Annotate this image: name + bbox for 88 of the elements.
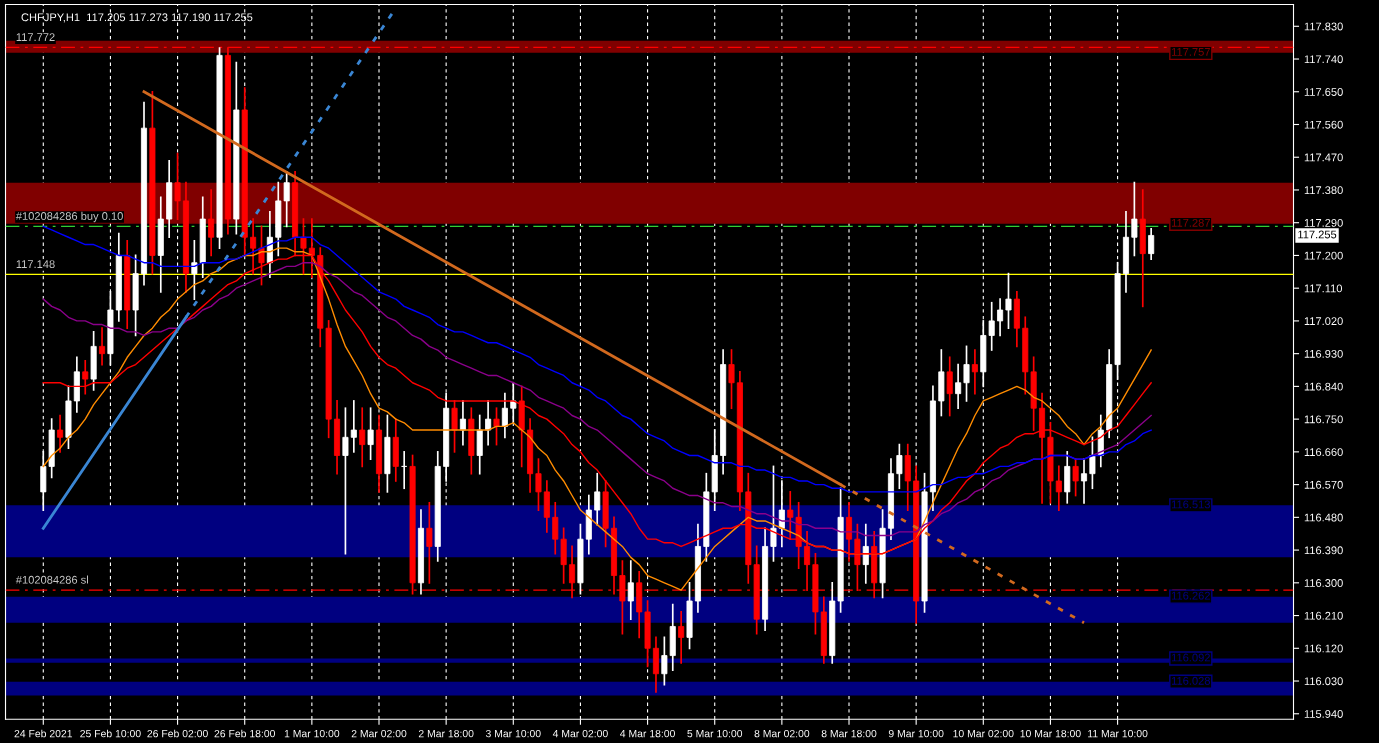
candlestick: [1055, 465, 1062, 511]
candlestick: [1072, 458, 1079, 497]
band-label: 116.262: [1171, 591, 1210, 600]
candlestick: [1089, 436, 1096, 490]
ref-line-label: #102084286 sl: [15, 575, 88, 584]
x-tick-label: 3 Mar 10:00: [485, 729, 541, 738]
y-tick-label: 116.750: [1304, 415, 1343, 424]
band-label: 117.757: [1171, 48, 1210, 56]
text: 117.255: [1298, 230, 1337, 239]
candlestick: [963, 345, 970, 402]
candlestick: [493, 407, 500, 446]
candlestick: [501, 392, 508, 439]
x-tick-label: 24 Feb 2021: [14, 729, 73, 738]
x-tick-label: 8 Mar 02:00: [754, 729, 810, 738]
candlestick: [1005, 272, 1012, 330]
ref-line-label: #102084286 buy 0.10: [15, 211, 123, 223]
candlestick: [1131, 181, 1138, 257]
x-tick-label: 2 Mar 18:00: [418, 729, 474, 738]
y-tick-label: 116.300: [1304, 579, 1343, 587]
x-tick-label: 2 Mar 02:00: [351, 729, 407, 738]
candlestick: [862, 523, 869, 584]
candlestick: [367, 407, 374, 460]
x-tick-label: 25 Feb 10:00: [80, 729, 141, 738]
text: CHFJPY,H1 117.205 117.273 117.190 117.255: [21, 13, 253, 23]
candlestick: [594, 472, 601, 526]
band-label: 116.513: [1171, 500, 1210, 509]
x-tick-label: 1 Mar 10:00: [284, 729, 340, 738]
candlestick: [208, 189, 215, 257]
candlestick: [1148, 228, 1155, 260]
y-tick-label: 117.290: [1304, 218, 1343, 227]
x-tick-label: 9 Mar 10:00: [888, 729, 944, 738]
x-tick-label: 8 Mar 18:00: [821, 729, 877, 738]
candlestick: [342, 407, 349, 555]
y-tick-label: 117.110: [1304, 284, 1343, 293]
y-tick-label: 117.560: [1304, 120, 1343, 129]
y-tick-label: 117.740: [1304, 55, 1343, 64]
candlestick: [535, 458, 542, 511]
y-tick-label: 117.470: [1304, 153, 1343, 162]
y-tick-label: 115.940: [1304, 710, 1343, 718]
candlestick: [971, 349, 978, 395]
band-label: 116.092: [1171, 653, 1210, 662]
y-tick-label: 116.390: [1304, 546, 1343, 555]
x-tick-label: 10 Mar 18:00: [1020, 729, 1081, 738]
y-tick-label: 116.660: [1304, 448, 1343, 456]
x-tick-label: 10 Mar 02:00: [953, 729, 1014, 738]
candlestick: [485, 400, 492, 446]
y-tick-label: 116.030: [1304, 677, 1343, 686]
candlestick: [946, 356, 953, 417]
y-tick-label: 117.380: [1304, 186, 1343, 195]
x-tick-label: 4 Mar 02:00: [552, 729, 608, 738]
candlestick: [728, 349, 735, 410]
ref-line-label: 117.772: [16, 33, 55, 41]
ref-line-label: 117.148: [16, 260, 55, 268]
y-tick-label: 116.480: [1304, 513, 1343, 522]
y-tick-label: 116.930: [1304, 349, 1343, 358]
candlestick: [510, 381, 517, 424]
candlestick: [770, 465, 777, 562]
candlestick: [359, 407, 366, 468]
y-tick-label: 117.830: [1304, 22, 1343, 31]
band-label: 116.028: [1171, 676, 1210, 685]
candlestick: [451, 400, 458, 453]
y-tick-label: 117.020: [1304, 317, 1343, 326]
candlestick: [350, 400, 357, 453]
x-tick-label: 4 Mar 18:00: [620, 729, 675, 738]
x-tick-label: 5 Mar 10:00: [687, 729, 743, 738]
candlestick: [99, 327, 106, 366]
candlestick: [174, 152, 181, 220]
candlestick: [426, 501, 433, 584]
y-tick-label: 116.120: [1304, 644, 1343, 653]
candlestick: [1080, 458, 1088, 504]
x-tick-label: 11 Mar 10:00: [1088, 729, 1148, 738]
candlestick: [661, 636, 668, 686]
candlestick: [955, 363, 962, 410]
candlestick: [459, 400, 466, 446]
candlestick: [627, 560, 634, 621]
candlestick: [82, 360, 89, 395]
y-tick-label: 116.210: [1304, 611, 1343, 620]
candlestick: [896, 443, 903, 490]
y-tick-label: 117.650: [1304, 88, 1343, 96]
candlestick: [678, 611, 685, 664]
band-label: 117.287: [1171, 218, 1210, 227]
x-tick-label: 26 Feb 18:00: [214, 729, 276, 738]
y-tick-label: 116.570: [1304, 480, 1343, 489]
y-tick-label: 116.840: [1304, 382, 1343, 391]
candlestick: [57, 414, 64, 453]
y-tick-label: 117.200: [1304, 251, 1343, 260]
x-tick-label: 26 Feb 02:00: [147, 729, 208, 738]
candlestick: [997, 298, 1004, 337]
